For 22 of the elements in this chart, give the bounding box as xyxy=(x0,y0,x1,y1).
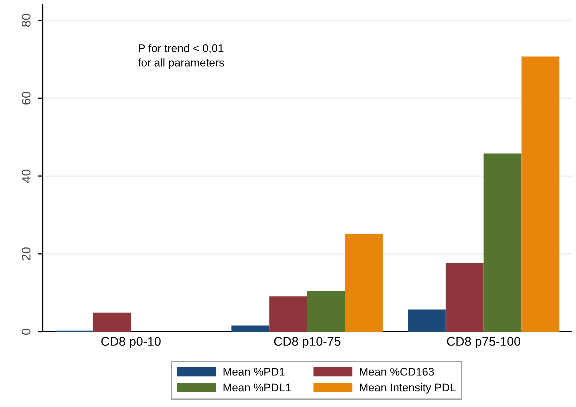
y-tick-label: 20 xyxy=(22,248,31,260)
x-tick-label: CD8 p75-100 xyxy=(447,337,521,349)
annotation: P for trend < 0,01 for all parameters xyxy=(138,44,224,69)
bar xyxy=(232,326,270,332)
bar xyxy=(308,292,346,332)
bar xyxy=(93,312,132,332)
bar xyxy=(446,263,484,332)
legend-label: Mean %PDL1 xyxy=(224,384,291,392)
legend-label: Mean %CD163 xyxy=(360,368,434,376)
y-tick-label: 40 xyxy=(22,170,31,183)
bar xyxy=(522,56,560,332)
x-tick-label: CD8 p10-75 xyxy=(274,337,341,349)
bar xyxy=(408,310,446,332)
y-tick-label: 60 xyxy=(22,92,31,105)
legend-label: Mean Intensity PDL xyxy=(360,383,456,394)
bar xyxy=(270,296,308,332)
legend-label: Mean %PD1 xyxy=(224,368,285,376)
y-tick-label: 80 xyxy=(22,14,31,27)
y-tick-label: 0 xyxy=(22,329,31,335)
bar xyxy=(345,234,384,332)
x-tick-label: CD8 p0-10 xyxy=(102,337,161,349)
bar xyxy=(484,154,522,332)
